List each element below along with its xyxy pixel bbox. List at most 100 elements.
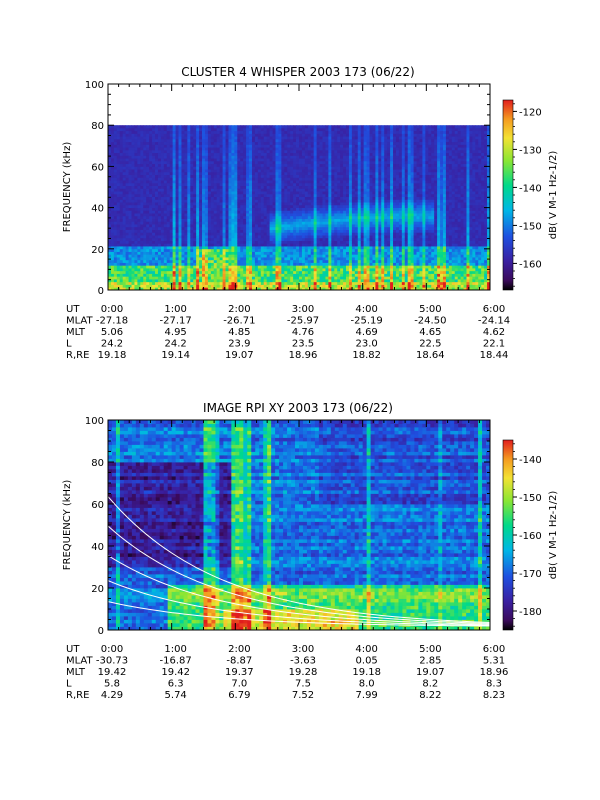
spectrogram-cell	[137, 262, 141, 266]
spectrogram-cell	[325, 210, 329, 214]
spectrogram-cell	[140, 240, 144, 244]
spectrogram-cell	[304, 221, 309, 225]
spectrogram-cell	[251, 273, 256, 277]
spectrogram-cell	[225, 144, 229, 148]
spectrogram-cell	[287, 240, 291, 244]
spectrogram-cell	[187, 287, 191, 291]
spectrogram-cell	[178, 158, 182, 162]
spectrogram-cell	[175, 213, 179, 217]
spectrogram-cell	[251, 171, 256, 176]
spectrogram-cell	[249, 251, 253, 255]
spectrogram-cell	[166, 268, 171, 272]
spectrogram-cell	[304, 246, 309, 250]
spectrogram-cell	[281, 210, 285, 214]
spectrogram-cell	[204, 193, 209, 198]
spectrogram-cell	[240, 158, 244, 162]
spectrogram-cell	[172, 149, 176, 154]
spectrogram-cell	[113, 138, 118, 143]
spectrogram-cell	[337, 196, 341, 200]
spectrogram-cell	[316, 185, 320, 189]
spectrogram-cell	[178, 237, 182, 241]
spectrogram-cell	[249, 202, 253, 206]
spectrogram-cell	[160, 177, 165, 181]
spectrogram-cell	[254, 125, 259, 129]
spectrogram-cell	[125, 133, 129, 137]
spectrogram-cell	[272, 171, 276, 176]
spectrogram-cell	[140, 246, 144, 250]
spectrogram-cell	[108, 125, 112, 129]
spectrogram-cell	[260, 248, 265, 252]
spectrogram-cell	[131, 287, 135, 291]
spectrogram-cell	[160, 163, 165, 167]
spectrogram-cell	[134, 235, 138, 239]
spectrogram-cell	[125, 210, 129, 214]
spectrogram-cell	[116, 281, 121, 285]
spectrogram-cell	[243, 185, 247, 189]
spectrogram-cell	[108, 229, 112, 233]
spectrogram-cell	[263, 235, 268, 239]
spectrogram-cell	[249, 138, 253, 143]
spectrogram-cell	[108, 182, 112, 187]
spectrogram-cell	[199, 246, 203, 250]
spectrogram-cell	[110, 202, 115, 206]
spectrogram-cell	[263, 287, 268, 291]
spectrogram-cell	[146, 281, 150, 285]
spectrogram-cell	[131, 177, 135, 181]
spectrogram-cell	[166, 199, 171, 203]
spectrogram-cell	[155, 185, 159, 189]
spectrogram-cell	[216, 177, 221, 181]
spectrogram-cell	[131, 276, 135, 280]
spectrogram-cell	[272, 240, 276, 244]
spectrogram-cell	[166, 202, 171, 206]
spectrogram-cell	[346, 193, 350, 198]
spectrogram-cell	[172, 147, 176, 151]
spectrogram-cell	[246, 215, 250, 219]
spectrogram-cell	[175, 276, 179, 280]
spectrogram-cell	[219, 207, 223, 211]
spectrogram-cell	[272, 270, 276, 274]
spectrogram-cell	[313, 226, 318, 230]
spectrogram-cell	[287, 235, 291, 239]
spectrogram-cell	[143, 246, 147, 250]
spectrogram-cell	[155, 207, 159, 211]
spectrogram-cell	[237, 188, 241, 192]
spectrogram-cell	[155, 180, 159, 184]
spectrogram-cell	[134, 199, 138, 203]
spectrogram-cell	[190, 243, 194, 247]
spectrogram-cell	[119, 265, 124, 269]
spectrogram-cell	[152, 218, 156, 222]
spectrogram-cell	[134, 155, 138, 159]
spectrogram-cell	[328, 257, 332, 261]
spectrogram-cell	[257, 235, 262, 239]
spectrogram-cell	[284, 193, 288, 198]
spectrogram-cell	[310, 229, 315, 233]
spectrogram-cell	[240, 202, 244, 206]
spectrogram-cell	[296, 213, 300, 217]
spectrogram-cell	[128, 213, 132, 217]
spectrogram-cell	[319, 149, 323, 154]
spectrogram-cell	[249, 158, 253, 162]
spectrogram-cell	[316, 213, 320, 217]
spectrogram-cell	[281, 191, 285, 195]
spectrogram-cell	[249, 199, 253, 203]
spectrogram-cell	[290, 171, 294, 176]
spectrogram-cell	[240, 215, 244, 219]
spectrogram-cell	[128, 265, 132, 269]
spectrogram-cell	[313, 149, 318, 154]
spectrogram-cell	[140, 279, 144, 283]
spectrogram-cell	[169, 160, 174, 165]
spectrogram-cell	[246, 276, 250, 280]
spectrogram-cell	[202, 237, 206, 241]
spectrogram-cell	[202, 152, 206, 156]
spectrogram-cell	[169, 141, 174, 145]
spectrogram-cell	[210, 182, 215, 187]
spectrogram-cell	[113, 149, 118, 154]
spectrogram-cell	[319, 235, 323, 239]
spectrogram-cell	[269, 262, 273, 266]
spectrogram-cell	[157, 147, 162, 151]
spectrogram-cell	[199, 251, 203, 255]
spectrogram-cell	[290, 210, 294, 214]
spectrogram-cell	[119, 177, 124, 181]
spectrogram-cell	[234, 191, 238, 195]
spectrogram-cell	[266, 235, 271, 239]
